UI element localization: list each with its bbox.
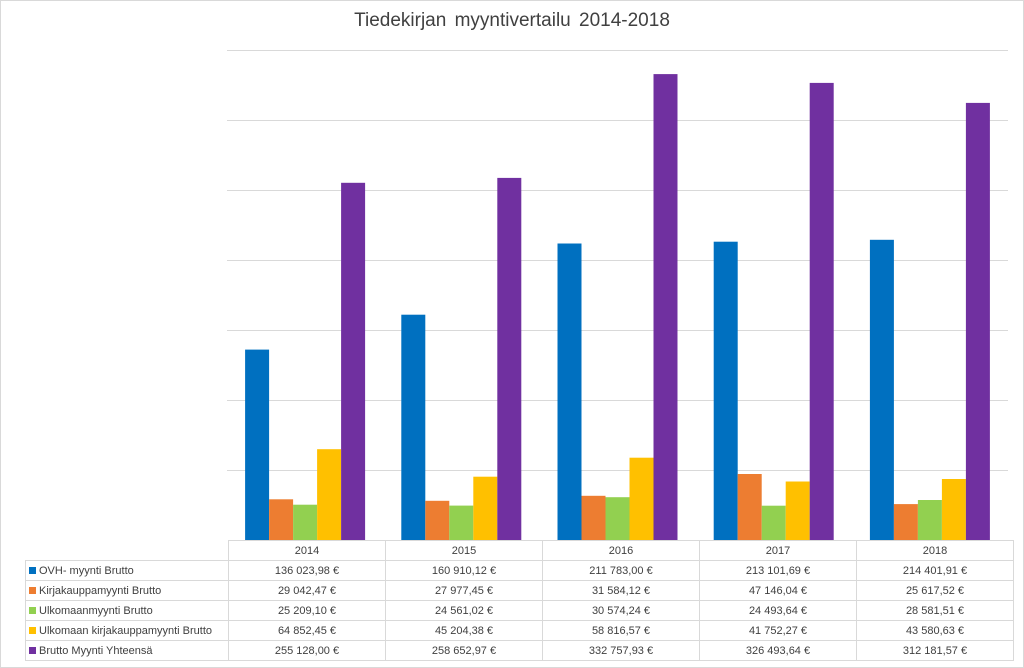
data-label: 211 783,00 €: [542, 560, 700, 581]
data-label: 31 584,12 €: [542, 580, 700, 601]
data-label: 27 977,45 €: [385, 580, 543, 601]
plot-area: [227, 50, 1008, 540]
table-header-row: 2014 2015 2016 2017 2018: [25, 540, 1014, 561]
chart-title: Tiedekirjan myyntivertailu 2014-2018: [354, 10, 670, 31]
category-label: 2016: [542, 540, 700, 561]
data-label: 45 204,38 €: [385, 620, 543, 641]
legend-swatch: [29, 646, 36, 654]
bar-ulkomaan_kirjakauppa-2017: [785, 481, 810, 540]
data-label: 326 493,64 €: [699, 640, 857, 661]
bar-ovh-2015: [401, 314, 426, 540]
series-name-cell: Kirjakauppamyynti Brutto: [25, 580, 229, 601]
data-label: 214 401,91 €: [856, 560, 1014, 581]
bar-kirjakauppa-2015: [425, 500, 450, 540]
bar-kirjakauppa-2016: [581, 495, 606, 540]
bar-brutto_yhteensa-2015: [497, 177, 522, 540]
table-corner: [25, 540, 229, 561]
series-name: OVH- myynti Brutto: [39, 564, 134, 577]
bar-brutto_yhteensa-2014: [341, 182, 366, 540]
bar-ovh-2018: [869, 239, 894, 540]
table-row: Brutto Myynti Yhteensä 255 128,00 €258 65…: [25, 640, 1014, 661]
series-name-cell: Ulkomaan kirjakauppamyynti Brutto: [25, 620, 229, 641]
bar-ulkomaan_kirjakauppa-2015: [473, 476, 498, 540]
bar-ulkomaan_kirjakauppa-2016: [629, 457, 654, 540]
data-label: 258 652,97 €: [385, 640, 543, 661]
data-label: 41 752,27 €: [699, 620, 857, 641]
series-name-cell: Brutto Myynti Yhteensä: [25, 640, 229, 661]
data-label: 58 816,57 €: [542, 620, 700, 641]
bar-ulkomaan-2014: [293, 504, 318, 540]
data-label: 24 493,64 €: [699, 600, 857, 621]
category-label: 2015: [385, 540, 543, 561]
bar-brutto_yhteensa-2018: [965, 102, 990, 540]
bar-brutto_yhteensa-2016: [653, 74, 678, 540]
category-label: 2014: [228, 540, 386, 561]
data-label: 332 757,93 €: [542, 640, 700, 661]
table-row: Ulkomaan kirjakauppamyynti Brutto 64 852,…: [25, 620, 1014, 641]
bar-ovh-2014: [245, 349, 270, 540]
series-name-cell: OVH- myynti Brutto: [25, 560, 229, 581]
series-name: Ulkomaanmyynti Brutto: [39, 604, 153, 617]
data-label: 43 580,63 €: [856, 620, 1014, 641]
bar-brutto_yhteensa-2017: [809, 82, 834, 540]
data-table: 2014 2015 2016 2017 2018 OVH- myynti Brutto 13…: [25, 540, 1014, 661]
table-row: Ulkomaanmyynti Brutto 25 209,10 €24 561,0…: [25, 600, 1014, 621]
data-label: 255 128,00 €: [228, 640, 386, 661]
bar-kirjakauppa-2014: [269, 499, 294, 540]
category-label: 2017: [699, 540, 857, 561]
bar-ulkomaan_kirjakauppa-2014: [317, 449, 342, 540]
legend-swatch: [29, 586, 36, 594]
series-name-cell: Ulkomaanmyynti Brutto: [25, 600, 229, 621]
data-label: 47 146,04 €: [699, 580, 857, 601]
data-label: 64 852,45 €: [228, 620, 386, 641]
legend-swatch: [29, 626, 36, 634]
bar-ulkomaan-2018: [917, 500, 942, 540]
legend-swatch: [29, 566, 36, 574]
table-row: OVH- myynti Brutto 136 023,98 €160 910,12…: [25, 560, 1014, 581]
table-row: Kirjakauppamyynti Brutto 29 042,47 €27 97…: [25, 580, 1014, 601]
bar-kirjakauppa-2018: [893, 504, 918, 540]
data-label: 160 910,12 €: [385, 560, 543, 581]
bar-ovh-2017: [713, 241, 738, 540]
data-label: 30 574,24 €: [542, 600, 700, 621]
bar-ovh-2016: [557, 243, 582, 540]
bar-ulkomaan-2015: [449, 505, 474, 540]
series-name: Kirjakauppamyynti Brutto: [39, 584, 162, 597]
data-label: 312 181,57 €: [856, 640, 1014, 661]
data-label: 213 101,69 €: [699, 560, 857, 581]
data-label: 24 561,02 €: [385, 600, 543, 621]
bar-ulkomaan-2017: [761, 505, 786, 540]
bar-ulkomaan-2016: [605, 497, 630, 540]
data-label: 25 617,52 €: [856, 580, 1014, 601]
data-label: 28 581,51 €: [856, 600, 1014, 621]
category-label: 2018: [856, 540, 1014, 561]
legend-swatch: [29, 606, 36, 614]
data-label: 25 209,10 €: [228, 600, 386, 621]
data-label: 29 042,47 €: [228, 580, 386, 601]
series-name: Ulkomaan kirjakauppamyynti Brutto: [39, 624, 213, 637]
data-label: 136 023,98 €: [228, 560, 386, 581]
bar-kirjakauppa-2017: [737, 474, 762, 540]
series-name: Brutto Myynti Yhteensä: [39, 644, 153, 657]
bar-ulkomaan_kirjakauppa-2018: [941, 479, 966, 540]
